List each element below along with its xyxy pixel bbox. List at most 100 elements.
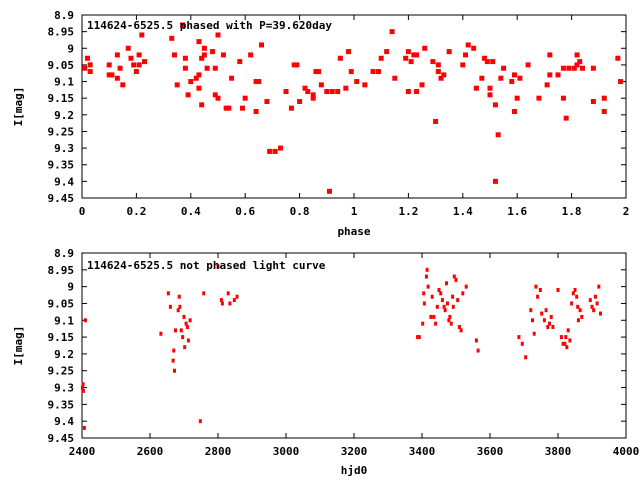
data-point (362, 82, 368, 88)
data-point (313, 69, 319, 75)
chart-title: 114624-6525.5 not phased light curve (87, 259, 326, 272)
data-point (495, 132, 501, 138)
y-tick-label: 9.35 (48, 398, 75, 411)
data-point (106, 62, 112, 68)
data-point (618, 79, 624, 85)
data-point (520, 341, 524, 346)
data-point (80, 385, 84, 390)
data-point (542, 318, 546, 323)
data-point (389, 29, 395, 35)
data-point (452, 274, 456, 279)
data-point (114, 52, 120, 58)
data-point (215, 32, 221, 38)
data-point (288, 105, 294, 111)
data-point (324, 89, 330, 95)
y-tick-label: 9.3 (54, 142, 74, 155)
data-point (430, 59, 436, 65)
data-point (422, 45, 428, 51)
data-points (82, 22, 624, 194)
y-tick-label: 9.2 (54, 109, 74, 122)
data-point (571, 65, 577, 71)
data-point (184, 321, 188, 326)
data-point (487, 85, 493, 91)
data-point (446, 49, 452, 55)
data-point (601, 95, 607, 101)
data-point (565, 345, 569, 350)
data-point (576, 318, 580, 323)
x-tick-label: 3800 (545, 445, 572, 458)
data-point (456, 298, 460, 303)
x-tick-label: 3200 (341, 445, 368, 458)
data-point (590, 304, 594, 309)
data-point (517, 75, 523, 81)
data-point (82, 425, 86, 430)
data-point (435, 69, 441, 75)
data-point (136, 62, 142, 68)
data-point (479, 75, 485, 81)
data-point (375, 69, 381, 75)
data-point (172, 348, 176, 353)
data-point (223, 105, 229, 111)
data-point (536, 294, 540, 299)
data-point (588, 298, 592, 303)
data-point (272, 148, 278, 154)
data-point (228, 301, 232, 306)
data-point (425, 267, 429, 272)
data-point (176, 308, 180, 313)
data-point (196, 85, 202, 91)
data-point (429, 314, 433, 319)
data-point (172, 368, 176, 373)
x-tick-label: 2800 (205, 445, 232, 458)
data-point (408, 59, 414, 65)
data-point (461, 291, 465, 296)
data-point (87, 62, 93, 68)
data-point (215, 95, 221, 101)
data-point (492, 178, 498, 184)
x-axis-label: phase (337, 225, 370, 238)
x-tick-label: 0.6 (235, 205, 255, 218)
data-point (235, 294, 239, 299)
data-point (87, 69, 93, 75)
data-point (560, 95, 566, 101)
data-point (570, 301, 574, 306)
data-point (498, 75, 504, 81)
data-point (514, 95, 520, 101)
data-point (204, 65, 210, 71)
data-point (422, 301, 426, 306)
data-point (568, 338, 572, 343)
data-point (370, 69, 376, 75)
data-point (555, 72, 561, 78)
y-tick-label: 9.25 (48, 125, 75, 138)
data-point (566, 65, 572, 71)
data-point (139, 32, 145, 38)
data-point (109, 72, 115, 78)
y-tick-label: 9.3 (54, 382, 74, 395)
y-tick-label: 9.25 (48, 365, 75, 378)
data-point (559, 335, 563, 340)
data-point (196, 39, 202, 45)
x-axis-ticks: 0 0.2 0.4 0.6 0.8 1 1.2 1.4 1.6 1.8 2 (79, 15, 630, 218)
data-point (220, 301, 224, 306)
data-point (574, 52, 580, 58)
plot-frame (81, 14, 627, 199)
data-point (534, 284, 538, 289)
data-point (210, 49, 216, 55)
data-point (131, 62, 137, 68)
x-tick-label: 2 (623, 205, 630, 218)
data-point (329, 89, 335, 95)
data-point (580, 314, 584, 319)
data-point (212, 92, 218, 98)
data-point (449, 321, 453, 326)
x-tick-label: 1.4 (453, 205, 473, 218)
data-point (473, 85, 479, 91)
data-point (226, 105, 232, 111)
y-tick-label: 9.45 (48, 192, 75, 205)
data-point (538, 288, 542, 292)
data-points (80, 264, 602, 430)
y-tick-label: 9.4 (54, 415, 74, 428)
data-point (577, 59, 583, 65)
data-point (536, 95, 542, 101)
data-point (544, 82, 550, 88)
data-point (188, 318, 192, 323)
data-point (259, 42, 265, 48)
